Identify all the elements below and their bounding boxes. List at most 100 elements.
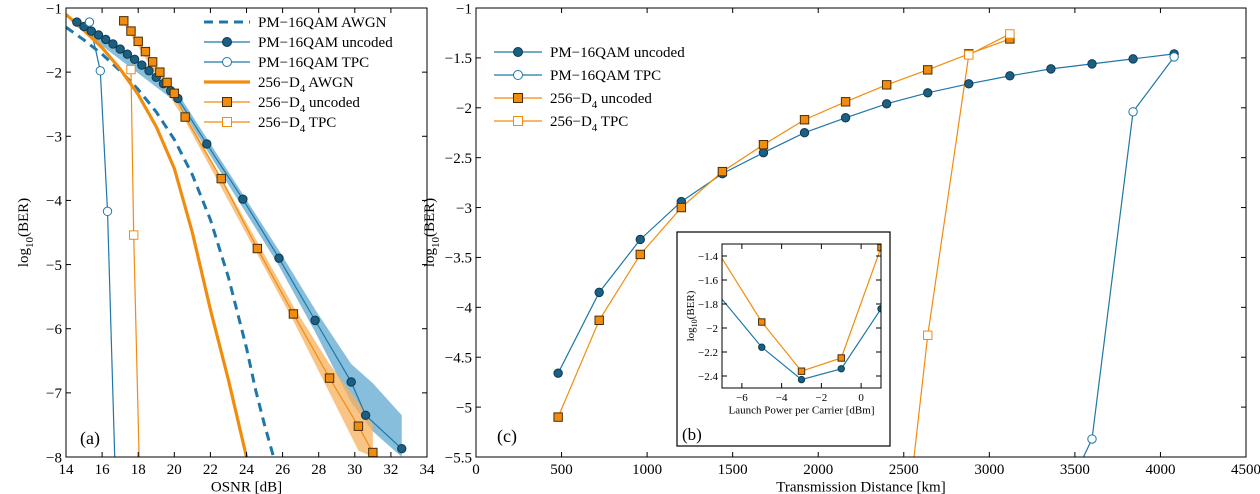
data-point (758, 139, 769, 150)
data-point (635, 234, 645, 245)
plot-content (722, 244, 881, 384)
x-tick-label: 0 (472, 462, 480, 478)
y-axis-label-main: log (685, 327, 697, 342)
y-tick-label: −3 (456, 201, 472, 217)
panel-label: (a) (80, 428, 100, 449)
data-point (137, 60, 147, 70)
y-axis-label-tail: (BER) (685, 290, 697, 319)
legend-label-main: 256−D (550, 91, 592, 107)
data-point (840, 113, 851, 123)
y-tick-label: −1 (456, 1, 472, 17)
data-point (108, 39, 118, 49)
y-axis-label-sub: 10 (690, 319, 699, 327)
data-point (594, 287, 604, 298)
panel-2: −6 −4 −2 0 −1.4 −1.6 −1.8 −2 −2.2 −2.4 Launch Powe… (685, 243, 882, 416)
legend-label-sub: 4 (300, 103, 306, 115)
legend-marker (513, 70, 523, 80)
legend-label-sub: 4 (300, 83, 306, 95)
series-line (557, 38, 1011, 418)
series-line (1082, 56, 1175, 457)
y-tick-label: −2.5 (445, 151, 472, 167)
plot-content (553, 29, 1179, 457)
data-point (923, 65, 933, 75)
x-tick-label: 4000 (1145, 462, 1175, 478)
panel-label: (b) (682, 425, 702, 444)
data-point (1087, 59, 1097, 69)
series-line (913, 33, 1011, 457)
plot-area (722, 244, 881, 388)
data-point (717, 166, 728, 177)
data-point (758, 147, 769, 158)
y-axis-label: log10(BER) (16, 198, 36, 267)
data-point (155, 67, 165, 77)
data-point (1046, 64, 1056, 74)
data-point (368, 447, 378, 457)
y-tick-label: −6 (46, 322, 62, 338)
data-point (881, 99, 892, 109)
x-tick-label: 4500 (1231, 462, 1260, 478)
y-axis-label-main: log (16, 248, 32, 268)
data-point (797, 367, 806, 375)
x-tick-label: 28 (311, 462, 326, 478)
x-tick-label: 30 (347, 462, 362, 478)
legend-label-sub: 4 (300, 123, 306, 135)
data-point (274, 253, 284, 263)
legend-label: PM−16QAM TPC (258, 55, 369, 71)
data-point (1128, 107, 1138, 117)
legend-label: 256−D4 AWGN (258, 75, 354, 95)
legend-label-sub: 4 (592, 122, 598, 134)
data-point (252, 243, 263, 254)
data-point (837, 365, 845, 373)
x-tick-label: 2500 (889, 462, 919, 478)
legend-label-tail: uncoded (305, 95, 360, 111)
data-point (162, 77, 172, 88)
legend-label: PM−16QAM uncoded (550, 45, 685, 61)
axes-frame (475, 7, 1247, 458)
y-tick-label: −1.5 (445, 51, 472, 67)
series-line (88, 21, 116, 457)
y-tick-label: −2.4 (698, 371, 718, 383)
x-tick-label: 16 (95, 462, 111, 478)
y-tick-label: −5 (46, 258, 62, 274)
x-axis-label: Transmission Distance [km] (776, 480, 945, 494)
legend-label-main: 256−D (258, 95, 300, 111)
data-point (238, 194, 248, 204)
x-tick-label: 3000 (974, 462, 1004, 478)
data-point (140, 46, 151, 57)
series-line (66, 26, 276, 457)
data-point (923, 88, 933, 98)
x-tick-label: −4 (776, 392, 788, 404)
x-tick-label: 500 (550, 462, 573, 478)
y-axis-label-tail: (BER) (16, 198, 32, 237)
data-point (397, 443, 407, 454)
data-point (202, 139, 212, 149)
data-point (1169, 52, 1179, 62)
x-axis-label: OSNR [dB] (211, 480, 282, 494)
x-tick-label: −6 (736, 392, 748, 404)
data-point (180, 112, 190, 122)
legend-label-main: 256−D (258, 75, 300, 91)
data-point (1128, 54, 1138, 64)
x-tick-label: 14 (59, 462, 75, 478)
legend-label-tail: uncoded (597, 91, 652, 107)
data-point (360, 410, 371, 421)
y-tick-label: −5.5 (445, 450, 472, 466)
y-tick-label: −4 (456, 301, 472, 317)
y-tick-label: −2 (456, 101, 472, 117)
data-point (799, 115, 810, 125)
data-point (1005, 29, 1015, 39)
data-point (216, 173, 226, 184)
legend-marker (222, 97, 232, 107)
legend-marker (222, 37, 232, 47)
data-point (324, 373, 335, 383)
data-point (797, 375, 806, 384)
data-point (553, 368, 563, 378)
data-point (923, 330, 933, 340)
x-tick-label: 26 (275, 462, 291, 478)
data-point (84, 17, 95, 27)
legend-label: 256−D4 uncoded (550, 91, 652, 111)
legend-marker (222, 57, 232, 67)
data-point (119, 16, 129, 26)
y-tick-label: −3 (46, 130, 62, 146)
